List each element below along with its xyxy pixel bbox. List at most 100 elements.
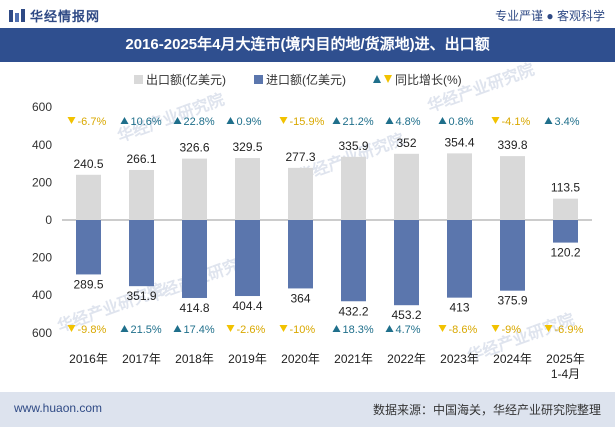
- data-source: 数据来源：中国海关，华经产业研究院整理: [372, 403, 601, 417]
- import-value-label: 404.4: [232, 299, 262, 313]
- import-value-label: 413: [449, 301, 469, 315]
- import-growth-label: -9.8%: [78, 324, 107, 336]
- import-value-label: 289.5: [73, 277, 103, 291]
- import-growth-label: 18.3%: [343, 324, 374, 336]
- import-growth-up-icon: [120, 325, 129, 332]
- x-tick-label: 2017年: [122, 352, 161, 366]
- site-link[interactable]: www.huaon.com: [14, 401, 103, 415]
- import-bar: [182, 220, 207, 298]
- import-value-label: 364: [290, 291, 310, 305]
- import-value-label: 432.2: [338, 304, 368, 318]
- export-growth-label: 10.6%: [131, 116, 162, 128]
- import-growth-down-icon: [491, 325, 500, 332]
- export-bar: [394, 153, 419, 220]
- y-tick-label: 200: [32, 175, 52, 189]
- import-growth-label: -6.9%: [555, 324, 584, 336]
- export-growth-label: 0.8%: [449, 116, 474, 128]
- x-tick-label: 2021年: [334, 352, 373, 366]
- import-growth-down-icon: [279, 325, 288, 332]
- import-bar: [341, 220, 366, 302]
- export-value-label: 354.4: [444, 135, 474, 149]
- export-value-label: 335.9: [338, 139, 368, 153]
- export-growth-up-icon: [120, 117, 129, 124]
- export-growth-down-icon: [67, 117, 76, 124]
- export-value-label: 277.3: [285, 150, 315, 164]
- legend-down-triangle: [384, 75, 392, 83]
- export-growth-up-icon: [438, 117, 447, 124]
- import-growth-up-icon: [332, 325, 341, 332]
- tagline: 专业严谨 ● 客观科学: [495, 9, 605, 23]
- import-growth-label: -2.6%: [237, 324, 266, 336]
- y-tick-label: 200: [32, 251, 52, 265]
- top-bar: 华经情报网 专业严谨 ● 客观科学: [0, 0, 615, 28]
- export-growth-label: 22.8%: [184, 116, 215, 128]
- y-tick-label: 0: [45, 213, 52, 227]
- import-growth-up-icon: [173, 325, 182, 332]
- x-tick-label: 2024年: [493, 352, 532, 366]
- export-growth-label: 4.8%: [396, 116, 421, 128]
- export-bar: [288, 167, 313, 220]
- import-value-label: 414.8: [179, 301, 209, 315]
- x-tick-label: 2025年: [546, 352, 585, 366]
- export-growth-label: 21.2%: [343, 116, 374, 128]
- export-bar: [553, 198, 578, 220]
- export-bar: [500, 156, 525, 220]
- legend-swatch-import: [254, 75, 263, 84]
- export-growth-up-icon: [173, 117, 182, 124]
- legend-label-growth: 同比增长(%): [395, 73, 462, 87]
- import-growth-up-icon: [385, 325, 394, 332]
- export-value-label: 326.6: [179, 141, 209, 155]
- export-value-label: 113.5: [551, 181, 580, 195]
- legend-label-export: 出口额(亿美元): [146, 72, 226, 87]
- x-tick-label: 2019年: [228, 352, 267, 366]
- export-value-label: 329.5: [232, 140, 262, 154]
- chart-title: 2016-2025年4月大连市(境内目的地/货源地)进、出口额: [0, 28, 615, 62]
- export-growth-label: 0.9%: [237, 116, 262, 128]
- legend-label-import: 进口额(亿美元): [266, 72, 346, 87]
- export-growth-label: -6.7%: [78, 116, 107, 128]
- x-tick-label: 2022年: [387, 352, 426, 366]
- import-growth-down-icon: [438, 325, 447, 332]
- export-value-label: 352: [396, 136, 416, 150]
- import-bar: [288, 220, 313, 289]
- y-tick-label: 400: [32, 288, 52, 302]
- import-value-label: 375.9: [497, 294, 527, 308]
- x-tick-label: 2016年: [69, 352, 108, 366]
- export-value-label: 266.1: [126, 152, 156, 166]
- import-value-label: 351.9: [126, 289, 156, 303]
- import-value-label: 120.2: [550, 246, 580, 260]
- import-bar: [129, 220, 154, 287]
- x-tick-label: 1-4月: [551, 367, 580, 381]
- export-growth-label: 3.4%: [555, 116, 580, 128]
- export-value-label: 339.8: [497, 138, 527, 152]
- export-bar: [129, 169, 154, 220]
- watermark-text: 华经产业研究院: [425, 62, 537, 116]
- import-bar: [394, 220, 419, 306]
- logo-icon: [9, 8, 25, 22]
- export-value-label: 240.5: [73, 157, 103, 171]
- export-bar: [235, 158, 260, 220]
- import-growth-label: 17.4%: [184, 324, 215, 336]
- export-growth-up-icon: [332, 117, 341, 124]
- import-bar: [553, 220, 578, 243]
- import-bar: [447, 220, 472, 298]
- import-growth-label: 4.7%: [396, 324, 421, 336]
- import-growth-label: -9%: [502, 324, 522, 336]
- import-value-label: 453.2: [391, 308, 421, 322]
- y-tick-label: 600: [32, 100, 52, 114]
- y-tick-label: 400: [32, 138, 52, 152]
- legend-swatch-export: [134, 75, 143, 84]
- export-bar: [182, 158, 207, 220]
- export-growth-label: -4.1%: [502, 116, 531, 128]
- import-growth-label: 21.5%: [131, 324, 162, 336]
- import-bar: [76, 220, 101, 275]
- brand-logo[interactable]: 华经情报网: [8, 6, 100, 25]
- import-growth-label: -8.6%: [449, 324, 478, 336]
- chart-area: 华经产业研究院华经产业研究院华经产业研究院华经产业研究院华经产业研究院华经产业研…: [0, 60, 615, 392]
- export-growth-down-icon: [279, 117, 288, 124]
- export-growth-down-icon: [491, 117, 500, 124]
- x-tick-label: 2018年: [175, 352, 214, 366]
- export-growth-up-icon: [226, 117, 235, 124]
- x-tick-label: 2023年: [440, 352, 479, 366]
